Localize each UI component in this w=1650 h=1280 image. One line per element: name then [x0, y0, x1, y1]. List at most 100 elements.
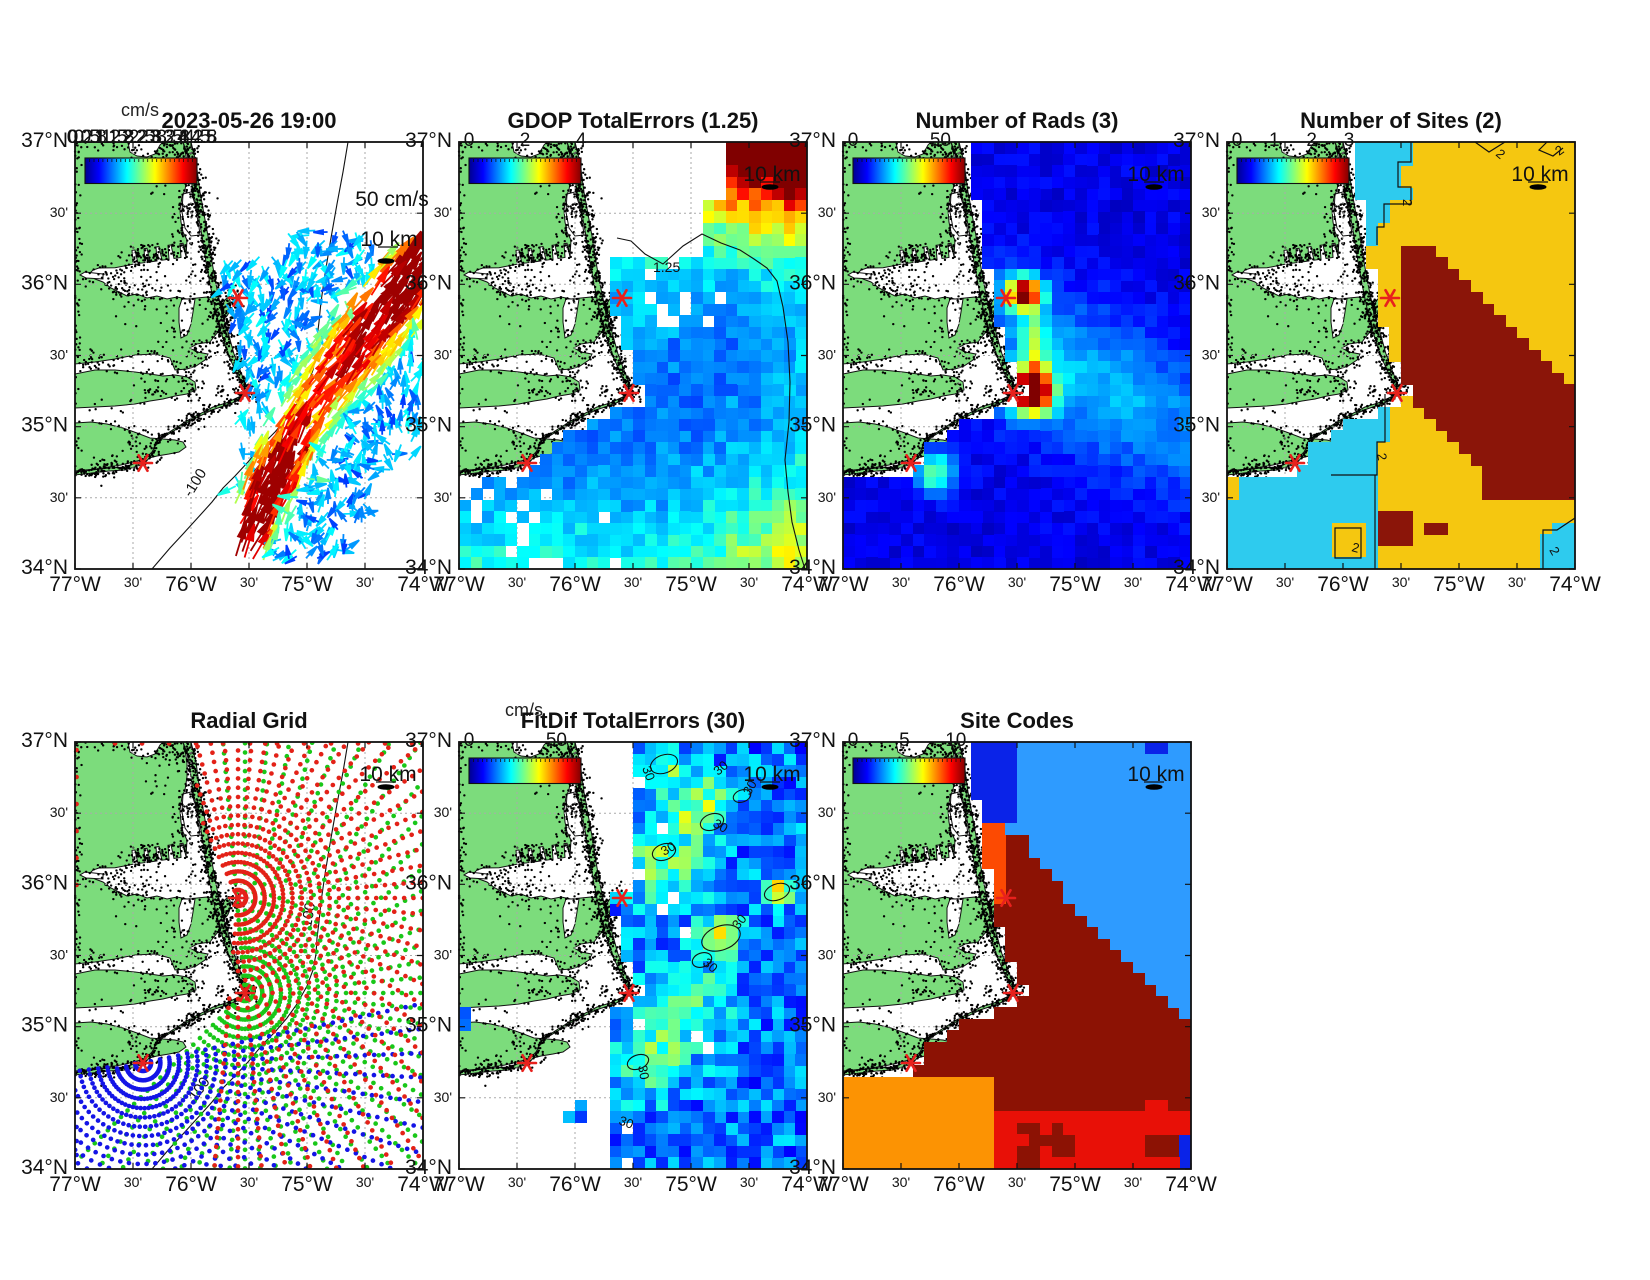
svg-text:75°W: 75°W: [1049, 573, 1101, 596]
svg-text:75°W: 75°W: [665, 1173, 717, 1196]
svg-text:30': 30': [818, 804, 836, 820]
svg-text:75°W: 75°W: [1433, 573, 1485, 596]
svg-text:34°N: 34°N: [21, 1156, 68, 1179]
svg-text:77°W: 77°W: [1201, 573, 1253, 596]
svg-text:74°W: 74°W: [781, 1173, 833, 1196]
svg-text:4.8: 4.8: [191, 127, 217, 148]
svg-text:10 km: 10 km: [1511, 163, 1568, 186]
svg-text:75°W: 75°W: [281, 1173, 333, 1196]
svg-text:30': 30': [818, 1089, 836, 1105]
svg-text:30': 30': [240, 574, 258, 590]
svg-text:30': 30': [124, 1174, 142, 1190]
svg-text:35°N: 35°N: [21, 1014, 68, 1037]
svg-text:GDOP TotalErrors (1.25): GDOP TotalErrors (1.25): [507, 108, 758, 133]
svg-text:10 km: 10 km: [360, 228, 417, 251]
svg-text:30': 30': [818, 347, 836, 363]
svg-text:76°W: 76°W: [1317, 573, 1369, 596]
svg-text:30': 30': [434, 1089, 452, 1105]
svg-text:35°N: 35°N: [1173, 414, 1220, 437]
svg-text:30': 30': [624, 1174, 642, 1190]
svg-text:FitDif TotalErrors (30): FitDif TotalErrors (30): [521, 708, 746, 733]
svg-text:0: 0: [848, 130, 859, 151]
svg-text:30': 30': [50, 804, 68, 820]
svg-text:30': 30': [1276, 574, 1294, 590]
svg-text:35°N: 35°N: [789, 414, 836, 437]
svg-text:1.25: 1.25: [653, 259, 680, 275]
svg-text:30': 30': [508, 574, 526, 590]
svg-text:50: 50: [546, 730, 567, 751]
svg-text:0.5: 0.5: [74, 127, 100, 148]
svg-text:5: 5: [899, 730, 910, 751]
svg-text:30': 30': [740, 1174, 758, 1190]
svg-text:36°N: 36°N: [21, 871, 68, 894]
svg-text:30: 30: [740, 777, 760, 797]
svg-text:30': 30': [740, 574, 758, 590]
svg-text:35°N: 35°N: [21, 414, 68, 437]
svg-text:2.8: 2.8: [136, 127, 162, 148]
svg-text:30': 30': [434, 804, 452, 820]
svg-text:36°N: 36°N: [789, 271, 836, 294]
svg-text:0: 0: [1232, 130, 1243, 151]
svg-text:4.2: 4.2: [177, 127, 203, 148]
svg-text:75°W: 75°W: [1049, 1173, 1101, 1196]
svg-text:50 cm/s: 50 cm/s: [355, 188, 429, 211]
svg-text:1.5: 1.5: [101, 127, 127, 148]
svg-text:74°W: 74°W: [1165, 573, 1217, 596]
svg-text:10 km: 10 km: [1127, 763, 1184, 786]
svg-text:30': 30': [818, 489, 836, 505]
svg-text:1: 1: [1269, 130, 1280, 151]
svg-text:3: 3: [1344, 130, 1355, 151]
svg-text:30': 30': [240, 1174, 258, 1190]
svg-text:75°W: 75°W: [665, 573, 717, 596]
svg-text:4: 4: [576, 130, 587, 151]
svg-text:76°W: 76°W: [933, 1173, 985, 1196]
svg-text:2: 2: [1306, 130, 1317, 151]
svg-text:30: 30: [639, 764, 658, 783]
svg-text:37°N: 37°N: [21, 129, 68, 152]
svg-text:34°N: 34°N: [789, 556, 836, 579]
svg-text:77°W: 77°W: [817, 573, 869, 596]
svg-text:2: 2: [1374, 452, 1390, 462]
svg-text:2.2: 2.2: [122, 127, 148, 148]
svg-text:10: 10: [945, 730, 966, 751]
svg-text:37°N: 37°N: [789, 729, 836, 752]
svg-text:36°N: 36°N: [21, 271, 68, 294]
svg-text:35°N: 35°N: [789, 1014, 836, 1037]
svg-text:30': 30': [1508, 574, 1526, 590]
svg-text:75°W: 75°W: [281, 573, 333, 596]
svg-text:30': 30': [1202, 489, 1220, 505]
svg-text:0: 0: [68, 127, 79, 148]
svg-text:Number of Sites (2): Number of Sites (2): [1300, 108, 1502, 133]
svg-text:10 km: 10 km: [359, 763, 416, 786]
svg-text:30': 30': [1008, 1174, 1026, 1190]
svg-text:77°W: 77°W: [49, 573, 101, 596]
svg-text:37°N: 37°N: [1173, 129, 1220, 152]
svg-text:30: 30: [658, 838, 678, 858]
svg-text:76°W: 76°W: [549, 1173, 601, 1196]
svg-text:36°N: 36°N: [405, 871, 452, 894]
svg-text:34°N: 34°N: [405, 556, 452, 579]
svg-text:74°W: 74°W: [1549, 573, 1601, 596]
svg-text:30': 30': [356, 1174, 374, 1190]
svg-text:30': 30': [124, 574, 142, 590]
svg-text:3.2: 3.2: [149, 127, 175, 148]
svg-text:77°W: 77°W: [817, 1173, 869, 1196]
svg-text:2: 2: [1400, 199, 1415, 206]
svg-text:37°N: 37°N: [405, 729, 452, 752]
svg-text:37°N: 37°N: [789, 129, 836, 152]
svg-text:34°N: 34°N: [1173, 556, 1220, 579]
svg-text:77°W: 77°W: [433, 1173, 485, 1196]
svg-text:30': 30': [50, 947, 68, 963]
svg-text:cm/s: cm/s: [121, 100, 159, 120]
svg-text:0.8: 0.8: [80, 127, 106, 148]
svg-text:Site Codes: Site Codes: [960, 708, 1074, 733]
svg-text:0: 0: [464, 730, 475, 751]
svg-text:30': 30': [508, 1174, 526, 1190]
svg-text:37°N: 37°N: [21, 729, 68, 752]
svg-text:34°N: 34°N: [21, 556, 68, 579]
svg-text:30': 30': [624, 574, 642, 590]
svg-text:4: 4: [178, 127, 189, 148]
svg-text:cm/s: cm/s: [505, 700, 543, 720]
svg-text:10 km: 10 km: [743, 163, 800, 186]
svg-text:30': 30': [1008, 574, 1026, 590]
